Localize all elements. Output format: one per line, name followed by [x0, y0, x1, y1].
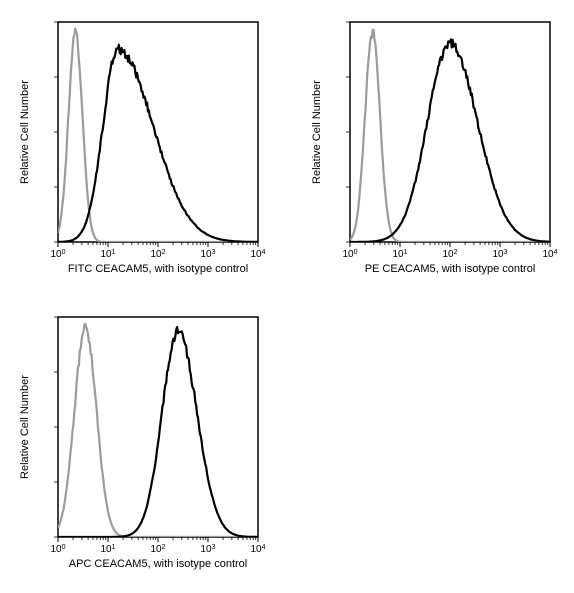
svg-text:101: 101: [100, 544, 115, 556]
y-axis-label: Relative Cell Number: [311, 80, 323, 184]
svg-text:100: 100: [50, 249, 65, 261]
isotype-curve: [58, 29, 258, 242]
panel-pe-svg: 100 101 102 103 104 Relative Cell Number PE CE…: [302, 10, 562, 285]
svg-text:104: 104: [250, 249, 265, 261]
y-axis-label: Relative Cell Number: [19, 375, 31, 479]
svg-text:102: 102: [442, 249, 457, 261]
svg-text:101: 101: [392, 249, 407, 261]
panel-pe: 100 101 102 103 104 Relative Cell Number PE CE…: [302, 10, 564, 285]
x-axis-label: APC CEACAM5, with isotype control: [69, 558, 248, 570]
panel-apc: 100 101 102 103 104 Relative Cell Number APC C…: [10, 305, 272, 580]
x-axis-label: FITC CEACAM5, with isotype control: [68, 263, 248, 275]
svg-text:101: 101: [100, 249, 115, 261]
svg-text:103: 103: [200, 249, 215, 261]
svg-text:104: 104: [542, 249, 557, 261]
svg-text:103: 103: [492, 249, 507, 261]
svg-text:102: 102: [150, 249, 165, 261]
y-axis-label: Relative Cell Number: [19, 80, 31, 184]
svg-text:104: 104: [250, 544, 265, 556]
sample-curve: [58, 327, 258, 537]
svg-text:100: 100: [342, 249, 357, 261]
panel-fitc: 100 101 102 103 104 Relative Cell Number FITC …: [10, 10, 272, 285]
sample-curve: [58, 45, 258, 242]
svg-text:103: 103: [200, 544, 215, 556]
x-axis-label: PE CEACAM5, with isotype control: [365, 263, 536, 275]
panel-apc-svg: 100 101 102 103 104 Relative Cell Number APC C…: [10, 305, 270, 580]
isotype-curve: [58, 324, 258, 537]
svg-text:100: 100: [50, 544, 65, 556]
histogram-grid: 100 101 102 103 104 Relative Cell Number FITC …: [10, 10, 564, 580]
sample-curve: [350, 39, 550, 242]
panel-fitc-svg: 100 101 102 103 104 Relative Cell Number FITC …: [10, 10, 270, 285]
isotype-curve: [350, 30, 550, 242]
svg-text:102: 102: [150, 544, 165, 556]
